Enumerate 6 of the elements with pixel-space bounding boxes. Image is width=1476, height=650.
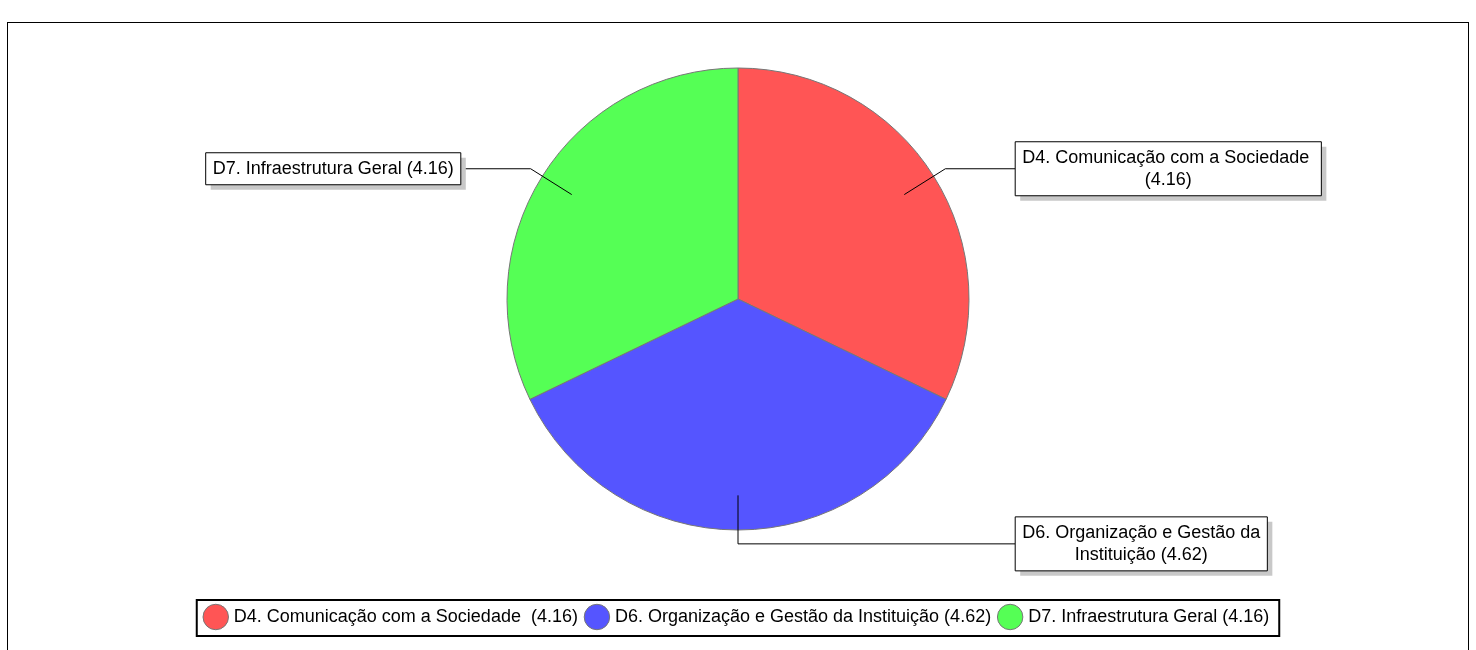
legend-label: D7. Infraestrutura Geral (4.16) <box>1028 605 1270 626</box>
slice-label: D4. Comunicação com a Sociedade (4.16) <box>1022 146 1315 189</box>
slice-label: D6. Organização e Gestão da Instituição (4.62) <box>1022 521 1262 564</box>
slice-label: D7. Infraestrutura Geral (4.16) <box>212 157 454 178</box>
legend-label: D4. Comunicação com a Sociedade (4.16) <box>233 605 578 626</box>
legend-label: D6. Organização e Gestão da Instituição (4.62) <box>614 605 992 626</box>
